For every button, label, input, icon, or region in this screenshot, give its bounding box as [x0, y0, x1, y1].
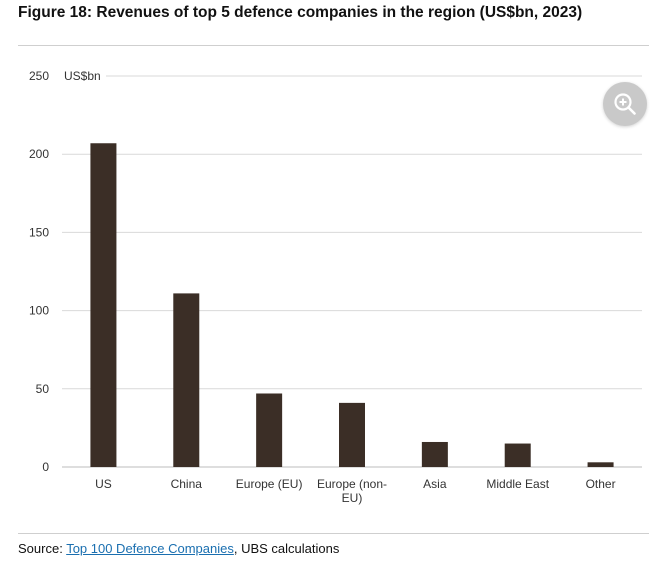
- source-note: Source: Top 100 Defence Companies, UBS c…: [18, 541, 339, 556]
- x-tick-label-line: EU): [342, 491, 363, 505]
- y-axis-ticks: 0 50 100 150 200 250: [29, 69, 49, 474]
- zoom-in-icon: [614, 93, 636, 115]
- x-tick-label: Asia: [423, 477, 447, 491]
- bar: [90, 143, 117, 467]
- y-tick-label: 250: [29, 69, 49, 83]
- bar: [256, 393, 283, 467]
- bar: [421, 441, 448, 467]
- x-tick-label: China: [171, 477, 203, 491]
- source-link[interactable]: Top 100 Defence Companies: [66, 541, 234, 556]
- bar-chart: 0 50 100 150 200 250 US China Europe (EU) Europe…: [29, 69, 642, 505]
- zoom-button[interactable]: [603, 82, 647, 126]
- x-tick-label: Europe (EU): [236, 477, 303, 491]
- bar: [173, 293, 200, 467]
- y-tick-label: 200: [29, 147, 49, 161]
- x-tick-label: Europe (non-EU): [317, 477, 387, 505]
- bottom-divider: [18, 533, 649, 534]
- bar: [339, 402, 365, 467]
- bars: [90, 143, 614, 467]
- source-prefix: Source:: [18, 541, 67, 556]
- y-tick-label: 100: [29, 304, 49, 318]
- x-tick-label-line: China: [171, 477, 203, 491]
- source-suffix: , UBS calculations: [233, 541, 340, 556]
- x-tick-label-line: US: [95, 477, 112, 491]
- y-tick-label: 0: [42, 460, 49, 474]
- x-tick-label-line: Middle East: [486, 477, 549, 491]
- x-tick-label-line: Europe (EU): [236, 477, 303, 491]
- x-tick-label: US: [95, 477, 112, 491]
- y-axis-unit-label: US$bn: [64, 69, 101, 83]
- y-tick-label: 150: [29, 225, 49, 239]
- figure-title: Figure 18: Revenues of top 5 defence com…: [18, 4, 583, 21]
- bar: [504, 443, 531, 467]
- x-tick-label-line: Other: [586, 477, 616, 491]
- x-axis-labels: US China Europe (EU) Europe (non-EU) Asia Mid…: [95, 477, 615, 505]
- x-tick-label: Other: [586, 477, 616, 491]
- x-tick-label-line: Europe (non-: [317, 477, 387, 491]
- y-axis-unit-background: [60, 69, 106, 83]
- y-tick-label: 50: [36, 382, 50, 396]
- x-tick-label: Middle East: [486, 477, 549, 491]
- x-tick-label-line: Asia: [423, 477, 447, 491]
- bar: [587, 462, 614, 467]
- top-divider: [18, 45, 649, 46]
